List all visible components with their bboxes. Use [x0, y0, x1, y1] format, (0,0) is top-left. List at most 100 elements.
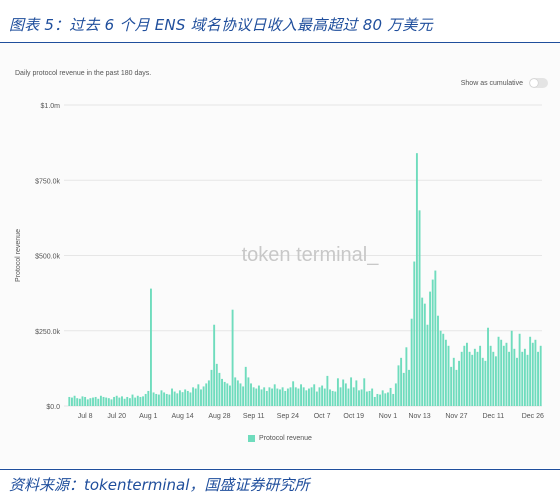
bar	[455, 369, 458, 406]
bar	[128, 398, 131, 406]
bar	[213, 324, 216, 406]
bar	[437, 315, 439, 406]
bar	[163, 392, 166, 406]
bar	[242, 386, 245, 406]
bar	[244, 366, 247, 406]
toggle-knob	[530, 79, 538, 87]
bar	[481, 357, 484, 406]
bar	[497, 336, 500, 406]
y-tick-label: $250.0k	[35, 329, 60, 336]
bar	[321, 385, 324, 406]
bar	[139, 396, 142, 406]
bar	[157, 394, 160, 406]
legend-swatch	[248, 435, 256, 442]
bar	[371, 388, 374, 406]
bar	[279, 389, 281, 406]
cumulative-toggle[interactable]	[529, 78, 548, 88]
legend-label: Protocol revenue	[259, 435, 312, 442]
bar	[510, 330, 513, 406]
bar	[289, 387, 292, 406]
bar	[526, 354, 529, 406]
bar	[439, 330, 442, 406]
bar	[231, 309, 234, 406]
bar	[155, 393, 158, 406]
bar	[460, 351, 463, 406]
bar	[363, 378, 366, 406]
bar	[268, 387, 271, 406]
bar	[250, 383, 252, 406]
bar	[297, 388, 300, 406]
bar	[379, 394, 381, 406]
bar	[181, 392, 184, 406]
bar	[176, 393, 179, 406]
x-tick-label: Nov 27	[445, 413, 467, 420]
bar	[521, 351, 524, 406]
bar	[123, 398, 126, 406]
bar	[355, 380, 358, 406]
bar	[387, 392, 389, 406]
bar	[468, 351, 471, 406]
chart-legend[interactable]: Protocol revenue	[0, 435, 560, 442]
bar	[223, 381, 226, 406]
bar	[505, 342, 508, 406]
bar	[276, 388, 279, 406]
bar	[186, 390, 189, 406]
bar	[508, 351, 511, 406]
bar	[513, 348, 516, 406]
bar	[463, 345, 466, 406]
cumulative-toggle-group: Show as cumulative	[461, 78, 548, 88]
bar	[413, 261, 416, 406]
bar	[134, 397, 137, 406]
bar	[202, 386, 205, 406]
chart-panel: Daily protocol revenue in the past 180 d…	[0, 43, 560, 468]
bar	[458, 360, 460, 406]
bar	[107, 398, 110, 406]
bar	[423, 303, 426, 406]
bar	[421, 297, 424, 406]
bar	[331, 390, 334, 406]
bar	[221, 378, 223, 406]
bar	[81, 396, 84, 406]
x-tick-label: Oct 19	[343, 413, 364, 420]
bar	[500, 339, 503, 406]
x-tick-label: Aug 14	[171, 413, 193, 420]
bar	[518, 333, 521, 406]
bar	[360, 389, 363, 406]
y-tick-label: $0.0	[46, 404, 60, 411]
bar	[110, 399, 113, 406]
bar	[173, 391, 176, 406]
bar	[339, 387, 342, 406]
bar	[97, 398, 100, 406]
bar	[471, 354, 474, 406]
bar	[68, 396, 71, 406]
bar	[144, 393, 147, 406]
bar	[347, 388, 350, 406]
bar	[86, 399, 89, 406]
bar	[429, 291, 432, 406]
bar	[352, 387, 355, 406]
bar	[71, 397, 73, 406]
x-tick-label: Aug 28	[208, 413, 230, 420]
bar	[473, 348, 476, 406]
bar	[529, 336, 532, 406]
bar	[84, 396, 87, 406]
bar	[236, 380, 239, 406]
bar	[239, 383, 242, 406]
bar	[115, 395, 118, 406]
bar	[92, 397, 94, 406]
bar	[192, 387, 195, 406]
bar	[205, 383, 208, 406]
bar	[89, 398, 92, 406]
bar	[165, 393, 168, 406]
bar	[226, 383, 229, 406]
revenue-chart: $0.0 $250.0k $500.0k $750.0k $1.0m Protocol r…	[15, 103, 544, 420]
bar	[281, 387, 284, 406]
bar	[402, 372, 405, 406]
bar	[452, 357, 455, 406]
bar	[358, 390, 360, 406]
bar	[168, 394, 171, 406]
bar	[492, 351, 495, 406]
bar	[210, 369, 213, 406]
bar	[376, 393, 379, 406]
y-axis-title: Protocol revenue	[15, 229, 22, 282]
